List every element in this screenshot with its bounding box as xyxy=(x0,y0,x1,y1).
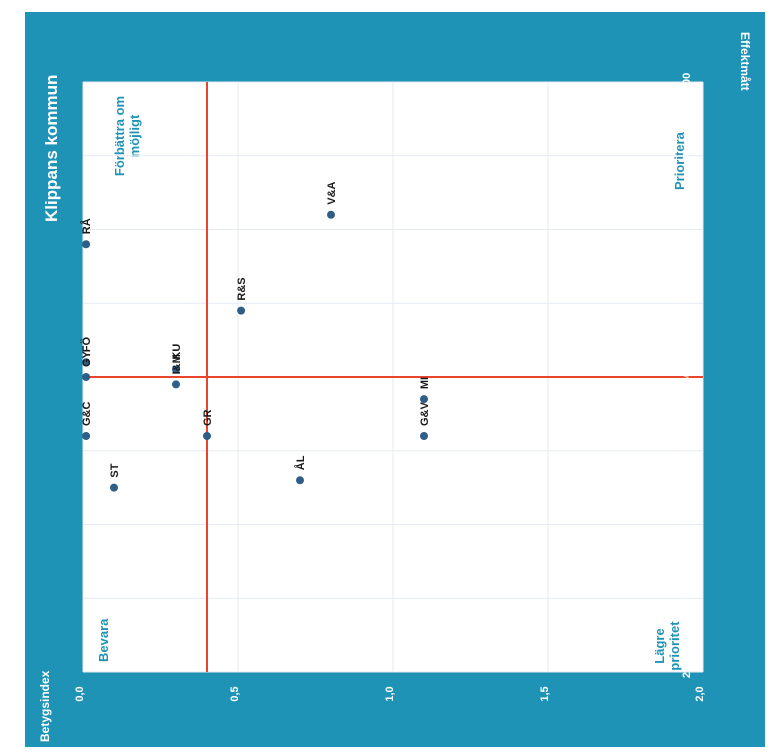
data-point xyxy=(82,373,91,381)
x-tick-label: 70 xyxy=(681,297,693,309)
x-tick-label: 40 xyxy=(681,518,693,530)
y-tick-label: 0,5 xyxy=(229,686,241,701)
data-point xyxy=(296,476,304,485)
data-point xyxy=(420,395,428,404)
point-label: GY xyxy=(81,350,93,367)
point-label: ÅL xyxy=(294,455,307,470)
data-point xyxy=(237,306,246,315)
x-tick-label: 90 xyxy=(681,150,693,162)
data-point xyxy=(327,210,335,219)
point-label: V&A xyxy=(326,181,338,204)
y-tick-label: 2,0 xyxy=(694,686,706,701)
y-tick-label: 1,5 xyxy=(539,686,551,701)
data-point xyxy=(110,483,118,492)
point-label: KU xyxy=(171,344,183,360)
data-point xyxy=(172,380,180,389)
point-label: FÖ xyxy=(80,337,93,353)
data-point xyxy=(420,432,428,440)
x-tick-label: 20 xyxy=(681,666,693,678)
point-label: MI xyxy=(419,377,431,389)
data-point xyxy=(82,358,91,367)
x-tick-label: 60 xyxy=(681,371,693,383)
point-label: G&V xyxy=(419,402,431,427)
data-point xyxy=(82,240,91,249)
point-label: G&C xyxy=(81,402,93,427)
point-label: I&M xyxy=(171,354,183,374)
x-tick-label: 100 xyxy=(681,73,693,91)
y-tick-label: 0,0 xyxy=(74,686,86,701)
x-tick-label: 50 xyxy=(681,445,693,457)
point-label: ST xyxy=(109,463,121,477)
data-point xyxy=(172,365,180,374)
point-label: GR xyxy=(202,409,214,426)
x-tick-label: 30 xyxy=(681,592,693,604)
y-tick-label: 1,0 xyxy=(384,686,396,701)
x-tick-label: 80 xyxy=(681,223,693,235)
data-point xyxy=(203,432,211,440)
point-label: RÅ xyxy=(80,218,93,234)
point-label: R&S xyxy=(236,277,248,300)
data-point xyxy=(82,432,91,440)
